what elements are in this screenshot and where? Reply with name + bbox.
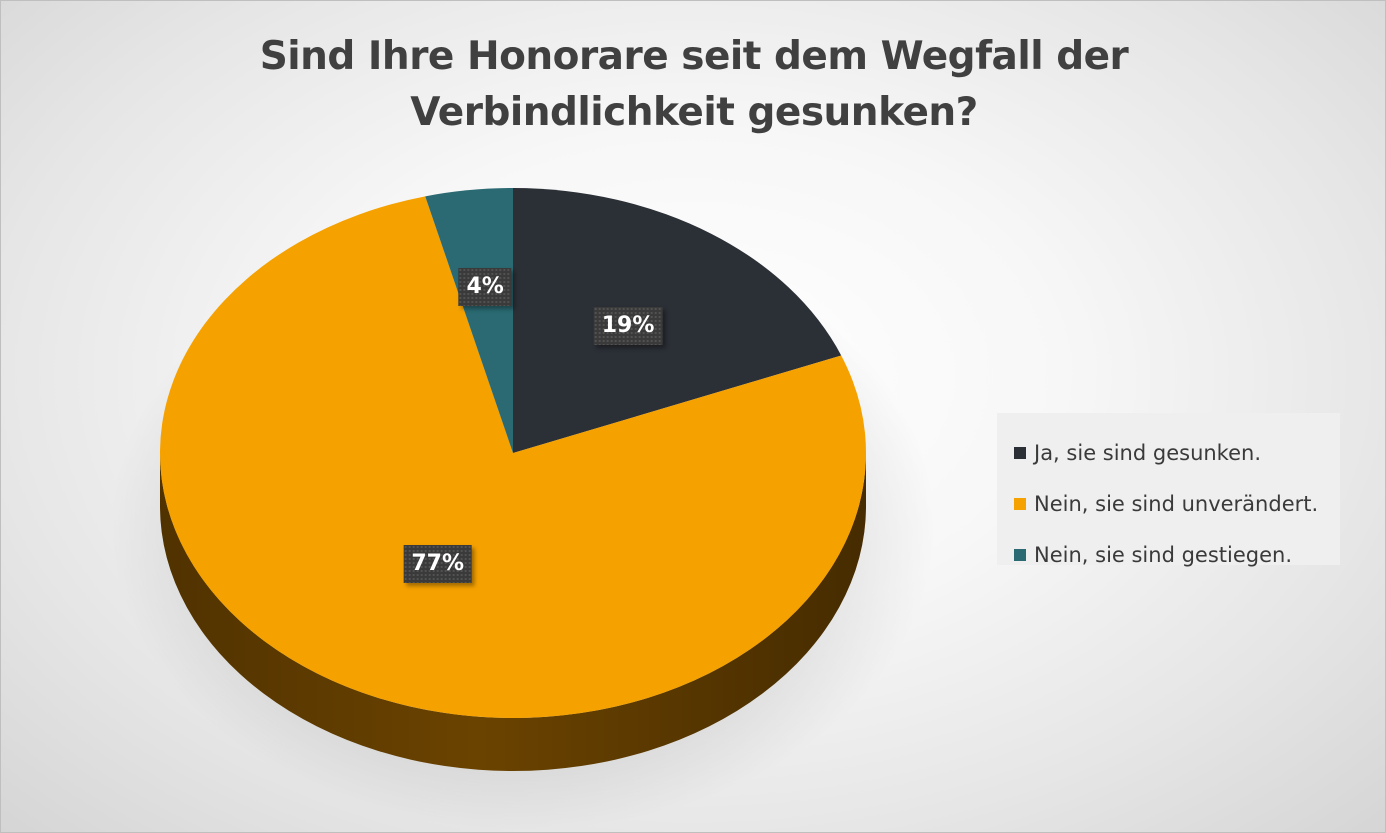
legend-label-nein-unveraendert: Nein, sie sind unverändert. [1034, 491, 1319, 516]
legend-swatch-ja-gesunken [1014, 446, 1026, 459]
pie-side-shade-2 [160, 453, 866, 771]
legend: Ja, sie sind gesunken. Nein, sie sind un… [997, 413, 1340, 567]
legend-item-nein-gestiegen: Nein, sie sind gestiegen. [1014, 529, 1340, 580]
legend-label-nein-gestiegen: Nein, sie sind gestiegen. [1034, 542, 1292, 567]
data-label-3: 4% [458, 268, 512, 307]
pie-slice-3 [425, 188, 513, 453]
legend-item-nein-unveraendert: Nein, sie sind unverändert. [1014, 478, 1340, 529]
legend-item-ja-gesunken: Ja, sie sind gesunken. [1014, 427, 1340, 478]
legend-swatch-nein-unveraendert [1014, 497, 1026, 510]
pie-slice-1 [513, 188, 842, 453]
chart-title: Sind Ihre Honorare seit dem Wegfall der … [244, 29, 1144, 141]
data-label-2: 77% [403, 544, 473, 583]
chart-title-line-2: Verbindlichkeit gesunken? [410, 90, 978, 135]
chart-title-line-1: Sind Ihre Honorare seit dem Wegfall der [259, 34, 1129, 79]
legend-label-ja-gesunken: Ja, sie sind gesunken. [1034, 440, 1262, 465]
pie-slice-2 [159, 196, 867, 719]
data-label-1: 19% [593, 306, 663, 345]
legend-swatch-nein-gestiegen [1014, 548, 1026, 561]
